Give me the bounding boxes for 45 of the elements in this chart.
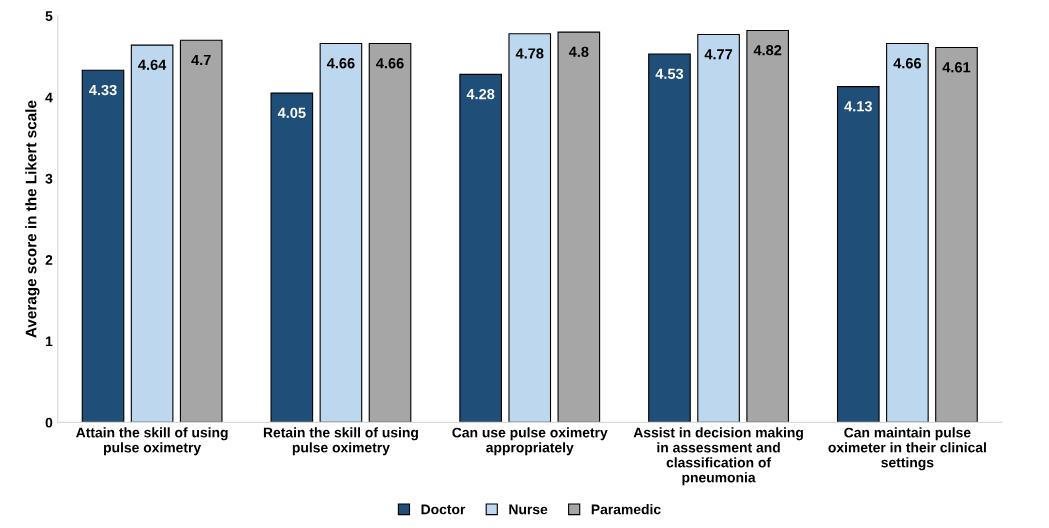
bar	[935, 46, 978, 423]
data-label: 4.78	[515, 48, 544, 59]
x-tick-label: Can use pulse oximetry appropriately	[452, 427, 608, 456]
x-tick-label: Can maintain pulse oximeter in their clinical settings	[828, 427, 986, 471]
bar	[508, 33, 552, 423]
data-label: 4.66	[893, 58, 922, 69]
bar	[648, 53, 691, 423]
data-label: 4.53	[655, 68, 684, 79]
bar	[836, 86, 880, 423]
data-label: 4.8	[568, 46, 589, 57]
data-label: 4.61	[942, 62, 971, 73]
x-tick-label: Assist in decision making in assessment and classification of pneumonia	[633, 427, 803, 486]
x-tick-label: Retain the skill of using pulse oximetry	[263, 427, 418, 456]
legend-label: Doctor	[421, 504, 466, 515]
data-label: 4.28	[466, 88, 495, 100]
data-label: 4.64	[138, 59, 167, 71]
y-tick-label: 4	[45, 92, 53, 103]
y-tick-label: 2	[45, 255, 53, 265]
data-label: 4.82	[753, 45, 782, 56]
data-label: 4.66	[326, 58, 355, 69]
y-axis-title: Average score in the Likert scale	[25, 100, 40, 338]
bar	[319, 42, 363, 423]
bar	[81, 69, 125, 423]
bar	[746, 29, 789, 423]
bar	[179, 39, 223, 423]
bar	[459, 73, 502, 423]
data-label: 4.33	[89, 84, 117, 96]
data-label: 4.13	[844, 101, 872, 112]
data-label: 4.05	[277, 107, 306, 118]
legend-label: Nurse	[509, 504, 548, 515]
bar	[368, 42, 412, 423]
bar	[886, 42, 929, 423]
bar	[270, 92, 314, 423]
bar	[697, 33, 740, 423]
data-label: 4.66	[376, 58, 404, 69]
legend-label: Paramedic	[591, 504, 661, 515]
bar	[130, 44, 174, 423]
data-label: 4.7	[191, 54, 211, 65]
x-tick-label: Attain the skill of using pulse oximetry	[76, 427, 228, 456]
y-tick-label: 0	[45, 417, 53, 428]
y-tick-label: 1	[45, 336, 53, 347]
y-tick-label: 5	[45, 11, 53, 22]
bar	[557, 31, 601, 423]
y-tick-label: 3	[45, 173, 53, 184]
data-label: 4.77	[704, 49, 733, 60]
